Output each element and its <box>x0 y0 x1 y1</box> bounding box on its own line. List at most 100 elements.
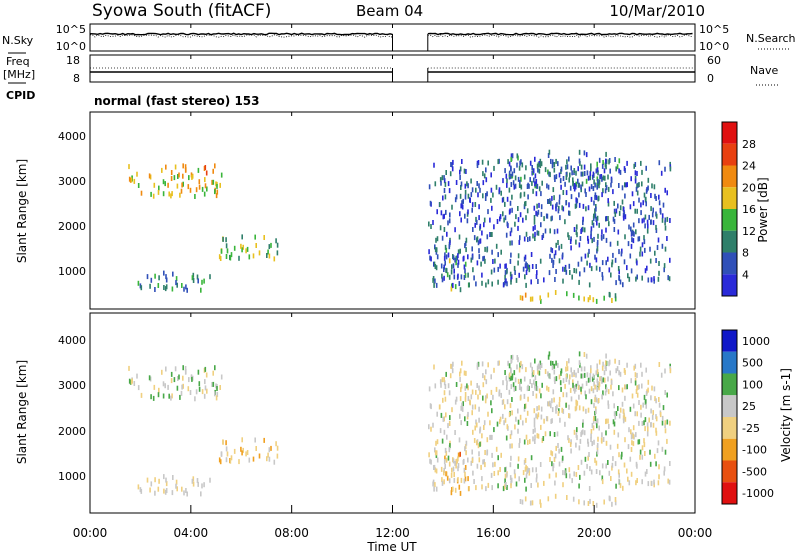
velocity-echo-cell <box>450 490 453 496</box>
velocity-echo-cell <box>524 403 527 409</box>
velocity-colorbar-frame <box>721 329 738 505</box>
velocity-echo-cell <box>491 452 493 458</box>
velocity-echo-cell <box>560 386 562 392</box>
power-echo-cell <box>614 296 617 302</box>
power-echo-cell <box>577 178 579 184</box>
power-echo-cell <box>591 220 594 226</box>
power-echo-cell <box>533 177 535 183</box>
power-echo-cell <box>211 179 213 185</box>
power-echo-cell <box>538 186 541 192</box>
power-echo-cell <box>619 279 622 285</box>
velocity-echo-cell <box>550 418 552 424</box>
power-echo-cell <box>189 187 192 193</box>
power-echo-cell <box>625 182 627 188</box>
velocity-echo-cell <box>595 409 597 415</box>
velocity-echo-cell <box>518 476 520 482</box>
velocity-echo-cell <box>572 382 574 388</box>
power-echo-cell <box>161 167 163 173</box>
power-echo-cell <box>539 158 542 164</box>
velocity-echo-cell <box>441 477 443 483</box>
power-echo-cell <box>653 276 655 282</box>
power-echo-cell <box>434 278 436 284</box>
power-echo-cell <box>167 182 169 188</box>
velocity-echo-cell <box>552 463 555 469</box>
power-echo-cell <box>492 192 494 198</box>
velocity-echo-cell <box>490 400 492 406</box>
velocity-colorbar-tick: 1000 <box>742 335 770 348</box>
power-echo-cell <box>640 210 642 216</box>
power-echo-cell <box>590 163 592 169</box>
power-echo-cell <box>460 217 462 223</box>
velocity-echo-cell <box>663 470 665 476</box>
velocity-echo-cell <box>478 451 480 457</box>
power-echo-cell <box>588 248 590 254</box>
velocity-echo-cell <box>149 376 152 382</box>
power-echo-cell <box>573 183 576 188</box>
power-echo-cell <box>517 217 520 223</box>
power-echo-cell <box>454 257 456 263</box>
power-echo-cell <box>562 190 565 195</box>
velocity-echo-cell <box>655 430 658 436</box>
velocity-echo-cell <box>494 461 496 467</box>
power-echo-cell <box>663 263 666 269</box>
velocity-echo-cell <box>624 437 626 443</box>
velocity-echo-cell <box>448 478 451 484</box>
power-echo-cell <box>203 278 205 284</box>
velocity-echo-cell <box>504 417 507 423</box>
velocity-echo-cell <box>579 474 581 480</box>
velocity-echo-cell <box>162 393 165 399</box>
freq-left-tick-bottom: 8 <box>73 72 80 85</box>
power-echo-cell <box>554 290 557 295</box>
velocity-echo-cell <box>610 476 612 481</box>
power-echo-cell <box>605 158 607 164</box>
velocity-echo-cell <box>601 463 604 469</box>
velocity-echo-cell <box>478 417 480 423</box>
velocity-echo-cell <box>552 466 554 472</box>
velocity-echo-cell <box>601 438 603 444</box>
velocity-echo-cell <box>538 405 540 411</box>
velocity-echo-cell <box>633 365 635 371</box>
power-echo-cell <box>552 263 554 268</box>
velocity-echo-cell <box>618 478 620 484</box>
power-echo-cell <box>484 196 487 201</box>
velocity-echo-cell <box>514 377 517 383</box>
velocity-echo-cell <box>451 467 453 473</box>
velocity-echo-cell <box>568 413 570 419</box>
power-echo-cell <box>464 243 466 249</box>
power-echo-cell <box>611 259 614 265</box>
power-echo-cell <box>601 275 604 281</box>
velocity-echo-cell <box>440 382 442 388</box>
velocity-echo-cell <box>580 373 583 379</box>
velocity-colorbar-label: Velocity [m s-1] <box>779 368 793 462</box>
velocity-echo-cell <box>139 487 142 493</box>
power-echo-cell <box>666 190 668 196</box>
power-echo-cell <box>497 159 499 165</box>
power-echo-cell <box>583 164 586 170</box>
power-echo-cell <box>596 167 599 173</box>
power-echo-cell <box>483 255 485 261</box>
velocity-echo-cell <box>491 408 493 414</box>
velocity-echo-cell <box>444 447 447 453</box>
power-echo-cell <box>449 240 451 246</box>
velocity-echo-cell <box>502 399 505 405</box>
noise-left-tick-bottom: 10^0 <box>56 40 86 53</box>
velocity-echo-cell <box>464 465 467 470</box>
power-echo-cell <box>607 256 609 262</box>
velocity-colorbar-segment <box>722 330 737 352</box>
power-echo-cell <box>477 192 479 198</box>
velocity-echo-cell <box>575 442 577 448</box>
velocity-echo-cell <box>514 385 517 391</box>
power-echo-cell <box>575 230 578 235</box>
velocity-echo-cell <box>233 448 236 454</box>
power-echo-cell <box>621 185 624 191</box>
power-echo-cell <box>633 163 635 169</box>
velocity-echo-cell <box>601 479 604 485</box>
velocity-echo-cell <box>519 499 522 504</box>
power-echo-cell <box>595 265 598 271</box>
power-ytick-2000: 2000 <box>58 220 86 233</box>
velocity-echo-cell <box>570 439 572 445</box>
power-echo-cell <box>553 162 556 167</box>
velocity-echo-cell <box>613 403 615 409</box>
power-echo-cell <box>641 275 643 281</box>
velocity-echo-cell <box>565 402 567 408</box>
